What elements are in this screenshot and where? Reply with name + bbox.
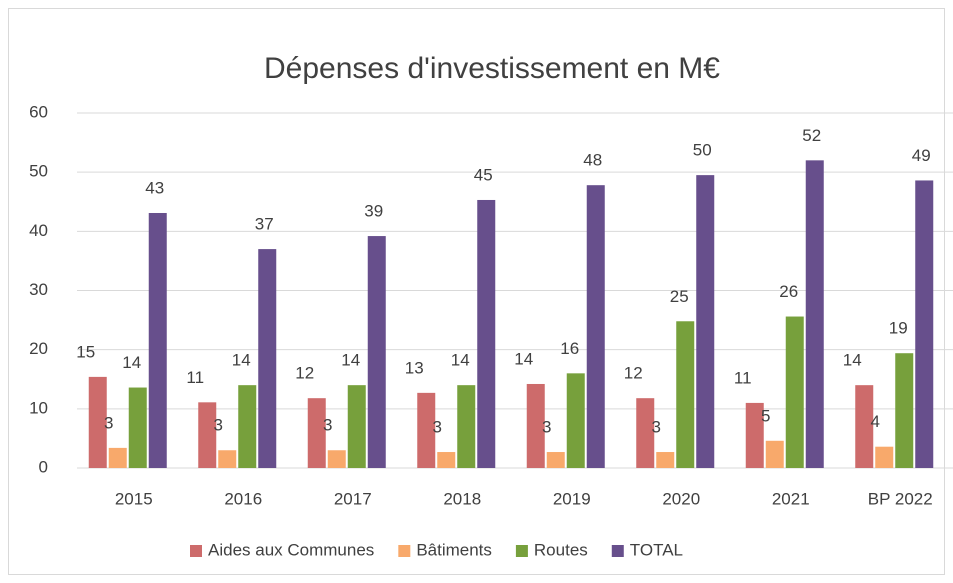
bar bbox=[636, 398, 655, 468]
data-label: 14 bbox=[232, 351, 251, 370]
data-label: 50 bbox=[693, 141, 712, 160]
bar bbox=[895, 353, 914, 468]
bar bbox=[108, 447, 127, 468]
data-label: 11 bbox=[734, 368, 752, 387]
legend-swatch bbox=[190, 545, 202, 557]
data-label: 3 bbox=[104, 413, 113, 432]
bar bbox=[198, 402, 217, 468]
bar bbox=[367, 236, 386, 468]
legend-swatch bbox=[611, 545, 624, 557]
bar bbox=[88, 376, 107, 468]
legend-label: Routes bbox=[534, 540, 588, 559]
y-tick-label: 40 bbox=[29, 221, 48, 240]
bar bbox=[437, 452, 456, 468]
data-label: 25 bbox=[670, 287, 689, 306]
x-tick-label: BP 2022 bbox=[868, 489, 933, 508]
bar bbox=[128, 387, 147, 468]
bar bbox=[148, 212, 167, 468]
bar bbox=[915, 180, 934, 468]
data-label: 5 bbox=[761, 406, 770, 425]
bar bbox=[855, 385, 874, 468]
bar bbox=[765, 440, 784, 468]
data-label: 12 bbox=[624, 364, 643, 383]
x-tick-label: 2021 bbox=[772, 489, 810, 508]
bar bbox=[238, 385, 257, 468]
x-tick-label: 2016 bbox=[224, 489, 262, 508]
data-label: 52 bbox=[802, 126, 821, 145]
data-label: 39 bbox=[364, 202, 383, 221]
data-label: 4 bbox=[871, 412, 880, 431]
bar bbox=[676, 321, 695, 468]
bar bbox=[477, 199, 496, 468]
bar bbox=[417, 392, 436, 468]
data-label: 14 bbox=[451, 351, 470, 370]
data-label: 49 bbox=[912, 146, 931, 165]
y-tick-label: 20 bbox=[29, 339, 48, 358]
bar bbox=[307, 398, 326, 468]
y-tick-label: 50 bbox=[29, 162, 48, 181]
x-tick-label: 2018 bbox=[443, 489, 481, 508]
data-label: 15 bbox=[76, 342, 95, 361]
data-label: 14 bbox=[341, 351, 360, 370]
data-label: 19 bbox=[889, 319, 908, 338]
y-tick-label: 60 bbox=[29, 102, 48, 121]
data-label: 45 bbox=[474, 165, 493, 184]
bar bbox=[457, 385, 476, 468]
y-tick-label: 10 bbox=[29, 398, 48, 417]
data-label: 11 bbox=[186, 368, 204, 387]
data-label: 14 bbox=[843, 351, 862, 370]
data-label: 3 bbox=[323, 416, 332, 435]
data-label: 3 bbox=[214, 416, 223, 435]
data-label: 3 bbox=[433, 418, 442, 437]
data-label: 16 bbox=[560, 339, 579, 358]
x-tick-label: 2019 bbox=[553, 489, 591, 508]
bar bbox=[347, 385, 366, 468]
legend-swatch bbox=[515, 545, 528, 557]
data-label: 13 bbox=[405, 358, 424, 377]
bar bbox=[586, 185, 605, 468]
bar bbox=[785, 316, 804, 468]
data-label: 37 bbox=[255, 215, 274, 234]
bar bbox=[218, 450, 237, 468]
data-label: 14 bbox=[122, 353, 141, 372]
bar bbox=[526, 383, 545, 468]
y-tick-label: 0 bbox=[39, 457, 48, 476]
data-label: 14 bbox=[514, 349, 533, 368]
legend-label: TOTAL bbox=[630, 540, 683, 559]
bar bbox=[696, 175, 715, 468]
legend-swatch bbox=[398, 545, 411, 557]
bar bbox=[875, 446, 894, 468]
bar bbox=[546, 452, 565, 468]
bar bbox=[805, 160, 824, 469]
bar bbox=[566, 373, 585, 468]
x-tick-label: 2020 bbox=[662, 489, 700, 508]
data-label: 12 bbox=[295, 364, 314, 383]
bar bbox=[327, 450, 346, 468]
data-label: 3 bbox=[542, 418, 551, 437]
y-tick-label: 30 bbox=[29, 280, 48, 299]
data-label: 3 bbox=[652, 418, 661, 437]
data-label: 26 bbox=[779, 282, 798, 301]
data-label: 48 bbox=[583, 151, 602, 170]
legend-label: Bâtiments bbox=[416, 540, 492, 559]
bar bbox=[656, 452, 675, 468]
x-tick-label: 2015 bbox=[115, 489, 153, 508]
bar bbox=[258, 249, 277, 468]
data-label: 43 bbox=[145, 178, 164, 197]
legend-label: Aides aux Communes bbox=[208, 540, 374, 559]
chart-title: Dépenses d'investissement en M€ bbox=[264, 52, 720, 85]
bar bbox=[745, 402, 764, 468]
x-tick-label: 2017 bbox=[334, 489, 372, 508]
